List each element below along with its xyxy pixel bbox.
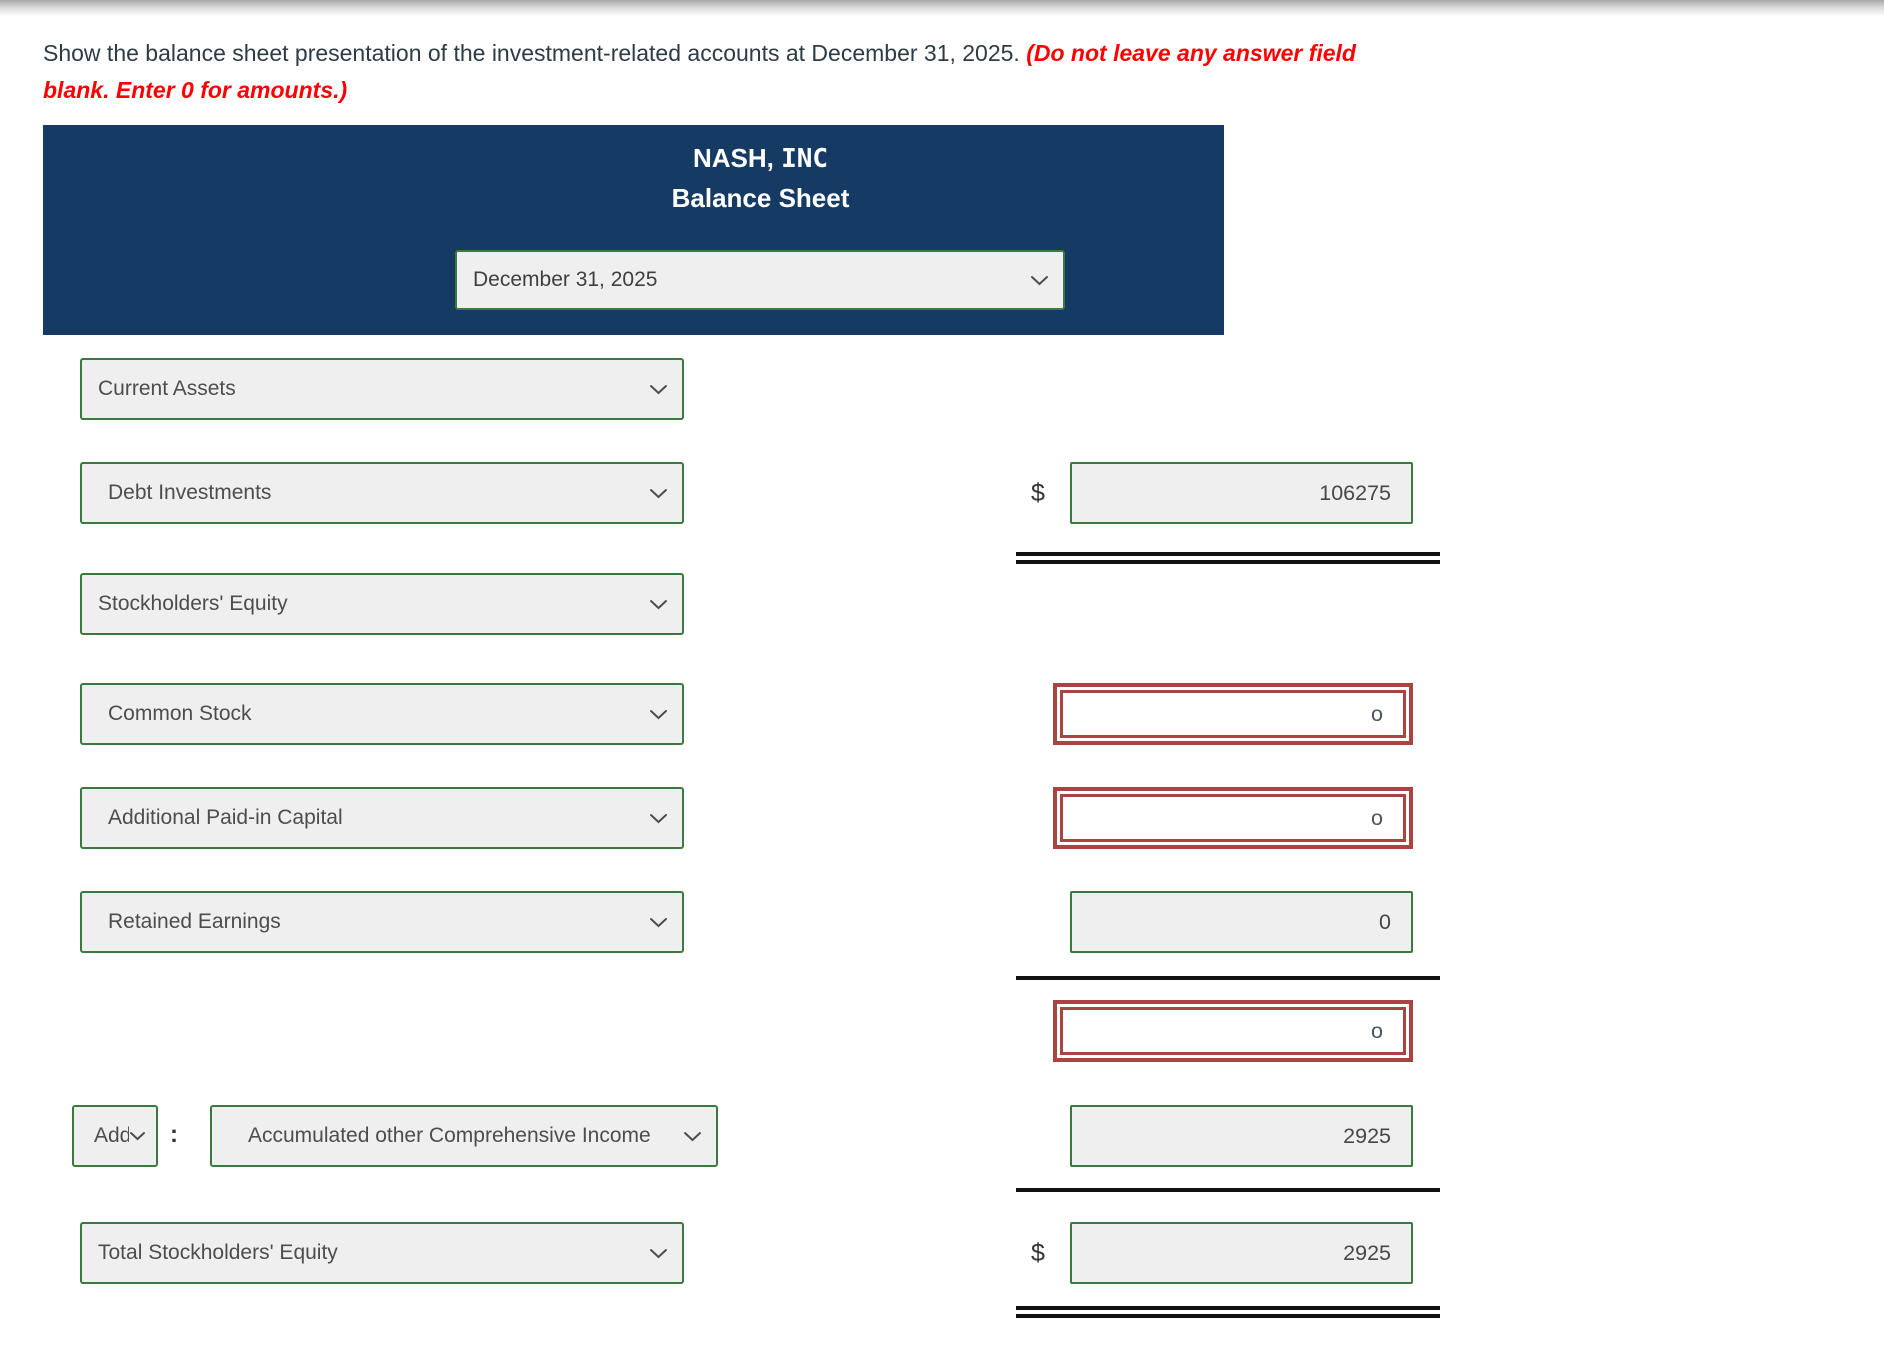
company-name-part2: INC xyxy=(781,144,829,174)
section-select-current-assets[interactable]: Current Assets xyxy=(80,358,684,420)
single-rule-equity-subtotal xyxy=(1016,976,1440,980)
section-select-stockholders-equity[interactable]: Stockholders' Equity xyxy=(80,573,684,635)
instruction-main: Show the balance sheet presentation of t… xyxy=(43,40,1020,66)
error-field-additional-paid-in-capital xyxy=(1053,787,1413,849)
statement-header: NASH, INC Balance Sheet December 31, 202… xyxy=(43,125,1224,335)
instruction-emphasis-line2: blank. Enter 0 for amounts.) xyxy=(43,77,348,103)
chevron-down-icon xyxy=(129,1131,146,1141)
account-select-label: Retained Earnings xyxy=(108,910,281,933)
total-select-label: Total Stockholders' Equity xyxy=(98,1241,338,1264)
amount-input-total-stockholders-equity[interactable] xyxy=(1070,1222,1413,1284)
company-name-part1: NASH, xyxy=(692,143,774,173)
amount-input-additional-paid-in-capital[interactable] xyxy=(1060,794,1406,842)
account-select-additional-paid-in-capital[interactable]: Additional Paid-in Capital xyxy=(80,787,684,849)
add-colon: : xyxy=(170,1121,178,1148)
amount-input-debt-investments[interactable] xyxy=(1070,462,1413,524)
amount-input-common-stock[interactable] xyxy=(1060,690,1406,738)
section-select-label: Stockholders' Equity xyxy=(98,592,288,615)
period-select[interactable]: December 31, 2025 xyxy=(455,250,1065,310)
account-select-retained-earnings[interactable]: Retained Earnings xyxy=(80,891,684,953)
currency-symbol: $ xyxy=(1031,1239,1045,1267)
instruction-text: Show the balance sheet presentation of t… xyxy=(43,35,1803,109)
currency-symbol: $ xyxy=(1031,479,1045,507)
chevron-down-icon xyxy=(649,384,668,395)
chevron-down-icon xyxy=(649,709,668,720)
chevron-down-icon xyxy=(649,488,668,499)
company-name: NASH, INC xyxy=(170,143,1351,174)
add-prefix-label: Add xyxy=(94,1124,129,1147)
account-select-label: Debt Investments xyxy=(108,481,272,504)
period-select-value: December 31, 2025 xyxy=(473,268,658,291)
account-select-label: Additional Paid-in Capital xyxy=(108,806,343,829)
amount-input-equity-subtotal[interactable] xyxy=(1060,1007,1406,1055)
account-select-common-stock[interactable]: Common Stock xyxy=(80,683,684,745)
statement-title: Balance Sheet xyxy=(671,183,850,213)
account-select-accumulated-oci[interactable]: Accumulated other Comprehensive Income xyxy=(210,1105,718,1167)
chevron-down-icon xyxy=(649,599,668,610)
double-rule-debt-investments xyxy=(1016,552,1440,564)
double-rule-total-stockholders-equity xyxy=(1016,1306,1440,1318)
single-rule-accumulated-oci xyxy=(1016,1188,1440,1192)
chevron-down-icon xyxy=(649,917,668,928)
total-select-stockholders-equity[interactable]: Total Stockholders' Equity xyxy=(80,1222,684,1284)
add-prefix-select[interactable]: Add xyxy=(72,1105,158,1167)
chevron-down-icon xyxy=(683,1131,702,1142)
amount-input-accumulated-oci[interactable] xyxy=(1070,1105,1413,1167)
chevron-down-icon xyxy=(649,1248,668,1259)
chevron-down-icon xyxy=(1030,275,1049,286)
top-gradient xyxy=(0,0,1884,16)
instruction-emphasis-line1: (Do not leave any answer field xyxy=(1026,40,1356,66)
error-field-equity-subtotal xyxy=(1053,1000,1413,1062)
account-select-label: Common Stock xyxy=(108,702,252,725)
account-select-label: Accumulated other Comprehensive Income xyxy=(248,1124,651,1147)
chevron-down-icon xyxy=(649,813,668,824)
amount-input-retained-earnings[interactable] xyxy=(1070,891,1413,953)
section-select-label: Current Assets xyxy=(98,377,236,400)
error-field-common-stock xyxy=(1053,683,1413,745)
account-select-debt-investments[interactable]: Debt Investments xyxy=(80,462,684,524)
